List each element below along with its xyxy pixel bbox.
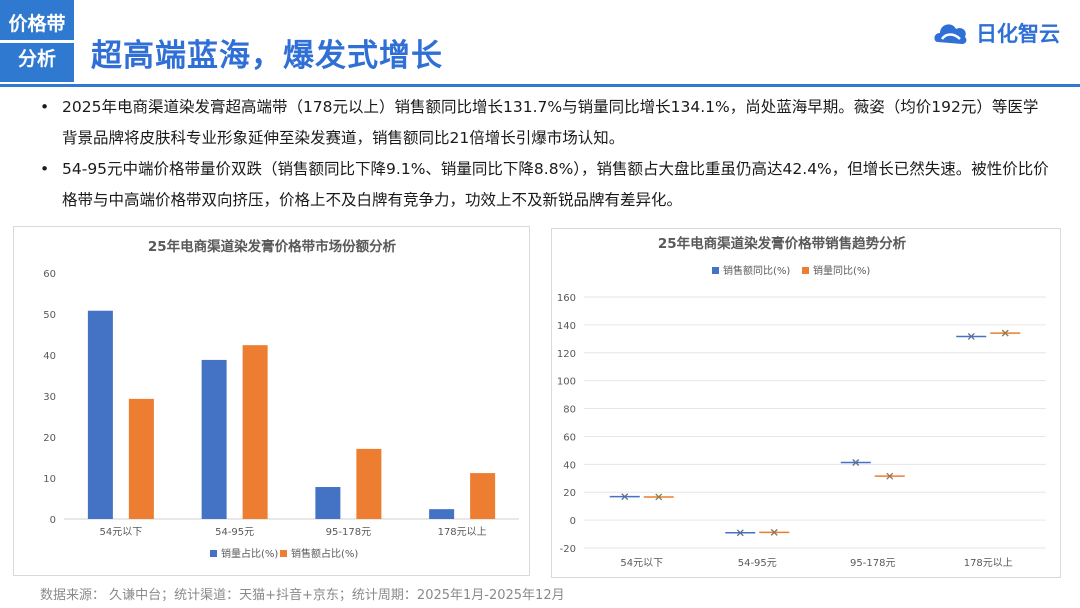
point-sales-yoy xyxy=(621,493,629,501)
y-tick-label: 140 xyxy=(557,321,576,332)
summary-bullets: • 2025年电商渠道染发膏超高端带（178元以上）销售额同比增长131.7%与… xyxy=(40,92,1050,216)
section-tag-line1: 价格带 xyxy=(8,12,66,35)
legend-swatch xyxy=(210,550,217,557)
x-tick-label: 54-95元 xyxy=(738,558,777,569)
x-tick-label: 54元以下 xyxy=(100,527,143,538)
bar-sales-share xyxy=(128,398,154,519)
cloud-logo-icon xyxy=(934,24,967,44)
y-tick-label: 160 xyxy=(557,293,576,304)
brand-logo-text: 日化智云 xyxy=(976,22,1060,46)
bar-sales-share xyxy=(470,473,496,519)
bullet-text: 54-95元中端价格带量价双跌（销售额同比下降9.1%、销量同比下降8.8%），… xyxy=(62,160,1049,209)
y-tick-label: 40 xyxy=(43,351,56,362)
bar-volume-share xyxy=(201,359,227,519)
point-sales-yoy xyxy=(736,529,744,537)
y-tick-label: 50 xyxy=(43,310,56,321)
x-tick-label: 178元以上 xyxy=(964,557,1013,569)
y-tick-label: 0 xyxy=(50,515,56,526)
bullet-item: • 2025年电商渠道染发膏超高端带（178元以上）销售额同比增长131.7%与… xyxy=(40,92,1050,154)
point-sales-yoy xyxy=(852,459,860,466)
section-tag-divider xyxy=(0,39,74,43)
x-tick-label: 54-95元 xyxy=(215,527,254,538)
section-tag-line2: 分析 xyxy=(17,47,56,70)
bullet-text: 2025年电商渠道染发膏超高端带（178元以上）销售额同比增长131.7%与销量… xyxy=(62,98,1039,147)
bar-sales-share xyxy=(356,448,382,519)
y-tick-label: -20 xyxy=(560,544,576,555)
point-sales-yoy xyxy=(967,333,975,340)
y-tick-label: 20 xyxy=(43,433,56,444)
y-tick-label: 60 xyxy=(563,432,576,443)
point-volume-yoy xyxy=(1001,329,1009,337)
chart-title: 25年电商渠道染发膏价格带销售趋势分析 xyxy=(658,235,907,252)
page-title: 超高端蓝海，爆发式增长 xyxy=(91,38,443,74)
section-tag: 价格带 分析 xyxy=(0,0,74,82)
bullet-dot: • xyxy=(40,98,50,116)
legend-label: 销售额占比(%) xyxy=(291,547,358,560)
y-tick-label: 0 xyxy=(570,516,576,527)
x-tick-label: 95-178元 xyxy=(850,558,895,569)
x-tick-label: 54元以下 xyxy=(620,558,663,569)
x-tick-label: 178元以上 xyxy=(438,526,487,538)
bar-volume-share xyxy=(429,509,455,519)
point-volume-yoy xyxy=(770,528,778,536)
y-tick-label: 40 xyxy=(563,460,576,471)
header-divider xyxy=(0,84,1080,87)
market-share-bar-chart: 25年电商渠道染发膏价格带市场份额分析 0 10 20 30 40 50 60 54元以下 54-… xyxy=(43,238,519,560)
y-tick-label: 10 xyxy=(43,474,56,485)
y-tick-label: 30 xyxy=(43,392,56,403)
legend-label: 销售额同比(%) xyxy=(723,264,790,277)
bar-sales-share xyxy=(242,345,268,519)
brand-logo: 日化智云 xyxy=(932,18,1060,48)
y-tick-label: 100 xyxy=(557,377,576,388)
bar-volume-share xyxy=(87,310,113,519)
data-source-note: 数据来源： 久谦中台；统计渠道：天猫+抖音+京东；统计周期：2025年1月-20… xyxy=(40,588,565,603)
x-tick-label: 95-178元 xyxy=(326,527,371,538)
legend-swatch xyxy=(280,550,287,557)
bar-volume-share xyxy=(315,487,341,519)
market-share-chart-panel: 25年电商渠道染发膏价格带市场份额分析 0 10 20 30 40 50 60 54元以下 54-… xyxy=(13,226,530,576)
bullet-dot: • xyxy=(40,160,50,178)
chart-title: 25年电商渠道染发膏价格带市场份额分析 xyxy=(148,238,397,255)
legend-swatch xyxy=(802,267,809,274)
y-tick-label: 80 xyxy=(563,405,576,416)
legend-swatch xyxy=(712,267,719,274)
legend-label: 销量同比(%) xyxy=(813,264,870,277)
legend-label: 销量占比(%) xyxy=(221,547,278,560)
y-tick-label: 120 xyxy=(557,349,576,360)
point-volume-yoy xyxy=(655,493,663,501)
bullet-item: • 54-95元中端价格带量价双跌（销售额同比下降9.1%、销量同比下降8.8%… xyxy=(40,154,1050,216)
y-tick-label: 20 xyxy=(563,488,576,499)
point-volume-yoy xyxy=(886,472,894,480)
sales-trend-chart-panel: 25年电商渠道染发膏价格带销售趋势分析销售额同比(%) 销量同比(%) -20 0 20… xyxy=(551,228,1061,578)
y-tick-label: 60 xyxy=(43,269,56,280)
